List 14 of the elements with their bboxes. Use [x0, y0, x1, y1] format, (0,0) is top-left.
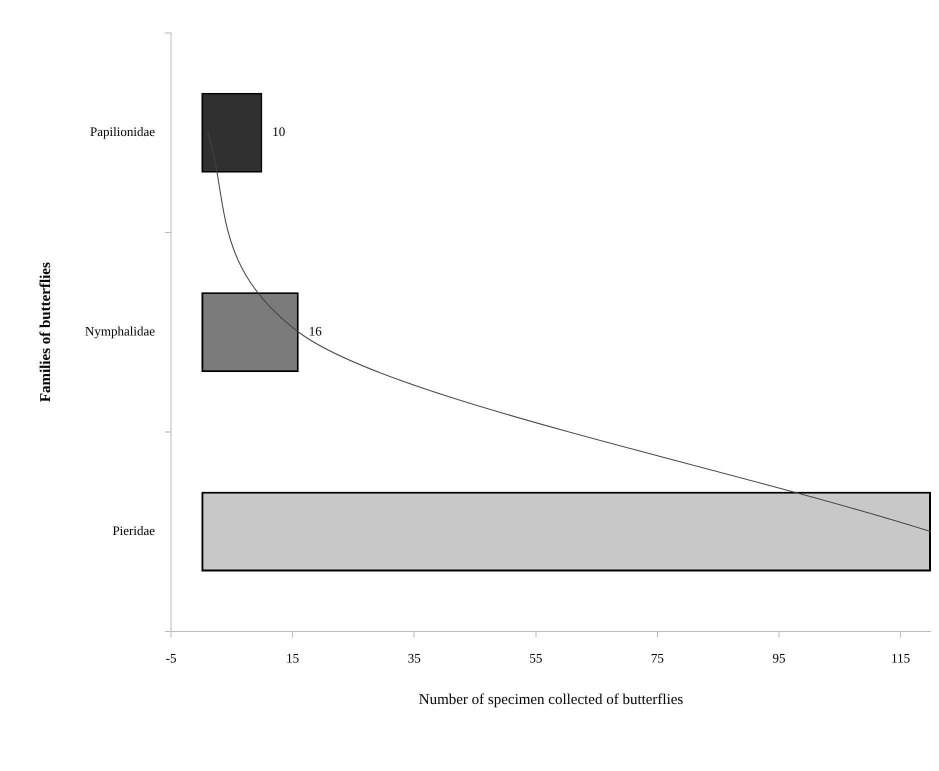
- x-axis-title: Number of specimen collected of butterflies: [418, 692, 684, 708]
- y-tick-label: Pieridae: [112, 523, 156, 538]
- x-tick-label: 75: [650, 650, 664, 666]
- y-tick-label: Nymphalidae: [84, 324, 156, 339]
- y-axis-title: Families of butterflies: [38, 262, 54, 402]
- data-label: 16: [308, 324, 322, 339]
- data-label: 10: [272, 124, 286, 140]
- x-tick-label: 35: [408, 650, 421, 666]
- x-tick-label: -5: [166, 650, 176, 666]
- y-tick-label: Papilionidae: [90, 124, 156, 140]
- x-tick-label: 95: [772, 650, 786, 666]
- x-tick-label: 115: [891, 650, 910, 666]
- x-tick-label: 15: [286, 650, 300, 666]
- x-tick-label: 55: [529, 650, 542, 666]
